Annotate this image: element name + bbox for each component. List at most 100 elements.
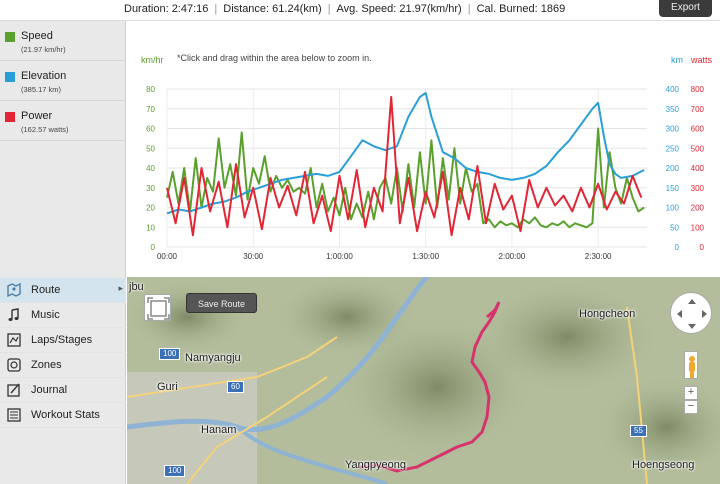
road-shield: 100 [159,348,181,360]
pan-arrows-icon [677,299,707,329]
x-tick-label: 1:00:00 [326,252,353,261]
legend-speed[interactable]: Speed (21.97 km/hr) [0,21,126,61]
route-map[interactable]: jbu Hongcheon Namyangju Guri Hanam Yangp… [127,277,720,484]
road-shield: 100 [164,465,186,477]
laps-icon [7,333,21,347]
sidebar-item-zones[interactable]: Zones [0,353,126,378]
place-label: Hoengseong [632,459,695,471]
km-tick-label: 200 [666,164,680,173]
menu-label: Route [31,284,61,296]
fullscreen-icon [147,297,170,320]
legend-elevation[interactable]: Elevation (385.17 km) [0,61,126,101]
km-tick-label: 250 [666,144,680,153]
watts-tick-label: 400 [691,164,705,173]
calories-stat: Cal. Burned: 1869 [476,3,566,15]
distance-stat: Distance: 61.24(km) [223,3,322,15]
sidebar: Speed (21.97 km/hr) Elevation (385.17 km… [0,21,126,484]
journal-icon [7,383,20,397]
watts-tick-label: 800 [691,85,705,94]
legend-power[interactable]: Power (162.57 watts) [0,101,126,141]
watts-tick-label: 0 [700,243,705,252]
watts-tick-label: 600 [691,125,705,134]
left-tick-label: 30 [146,184,155,193]
x-tick-label: 2:00:00 [499,252,526,261]
left-tick-label: 70 [146,105,155,114]
sidebar-item-route[interactable]: Route ▸ [0,278,126,303]
save-route-button[interactable]: Save Route [186,293,257,313]
x-tick-label: 2:30:00 [585,252,612,261]
km-tick-label: 50 [670,223,679,232]
legend-value: (385.17 km) [21,85,62,94]
power-swatch [5,112,15,122]
left-axis-label: km/hr [141,55,164,65]
place-label: jbu [129,281,144,293]
right-axis-label-km: km [671,55,683,65]
x-tick-label: 00:00 [157,252,178,261]
left-tick-label: 20 [146,204,155,213]
left-tick-label: 0 [151,243,156,252]
music-note-icon [8,308,19,321]
street-view-pegman[interactable] [684,351,698,379]
export-button[interactable]: Export [659,0,712,17]
watts-tick-label: 100 [691,223,705,232]
legend-name: Speed [21,30,53,42]
km-tick-label: 300 [666,125,680,134]
left-tick-label: 60 [146,125,155,134]
left-tick-label: 80 [146,85,155,94]
sidebar-item-workout-stats[interactable]: Workout Stats [0,403,126,428]
legend-value: (21.97 km/hr) [21,45,66,54]
legend-name: Elevation [21,70,67,82]
place-label: Guri [157,381,178,393]
sidebar-item-laps[interactable]: Laps/Stages [0,328,126,353]
place-label: Yangpyeong [345,459,406,471]
menu-label: Journal [31,384,68,396]
workout-summary: Duration: 2:47:16 | Distance: 61.24(km) | Av… [124,3,566,15]
left-tick-label: 40 [146,164,155,173]
left-tick-label: 50 [146,144,155,153]
road-shield: 55 [630,425,647,437]
menu-label: Workout Stats [31,409,100,421]
fullscreen-button[interactable] [144,294,171,321]
duration-stat: Duration: 2:47:16 [124,3,209,15]
sidebar-item-journal[interactable]: Journal [0,378,126,403]
summary-bar: Duration: 2:47:16 | Distance: 61.24(km) | Av… [0,0,720,21]
chart-svg[interactable]: km/hr *Click and drag within the area be… [127,21,720,277]
place-label: Namyangju [185,352,241,364]
pegman-icon [689,356,695,378]
zoom-in-button[interactable]: + [684,386,698,400]
right-axis-label-watts: watts [690,55,713,65]
x-tick-label: 1:30:00 [412,252,439,261]
km-tick-label: 0 [675,243,680,252]
pan-control[interactable] [670,292,712,334]
menu-label: Music [31,309,60,321]
x-tick-label: 30:00 [243,252,264,261]
watts-tick-label: 300 [691,184,705,193]
avg-speed-stat: Avg. Speed: 21.97(km/hr) [336,3,462,15]
zones-icon [7,358,21,372]
watts-tick-label: 700 [691,105,705,114]
km-tick-label: 150 [666,184,680,193]
workout-chart[interactable]: km/hr *Click and drag within the area be… [127,21,720,277]
zoom-out-button[interactable]: − [684,400,698,414]
sidebar-menu: Route ▸ Music Laps/Stages Zones Journal … [0,278,126,428]
km-tick-label: 100 [666,204,680,213]
menu-label: Laps/Stages [31,334,93,346]
legend-value: (162.57 watts) [21,125,69,134]
km-tick-label: 350 [666,105,680,114]
route-path [359,301,501,473]
place-label: Hongcheon [579,308,636,320]
speed-swatch [5,32,15,42]
stats-list-icon [7,408,21,422]
km-tick-label: 400 [666,85,680,94]
elevation-swatch [5,72,15,82]
watts-tick-label: 200 [691,204,705,213]
zoom-hint: *Click and drag within the area below to… [177,53,372,63]
sidebar-item-music[interactable]: Music [0,303,126,328]
series-line-power [166,95,643,237]
legend-name: Power [21,110,53,122]
watts-tick-label: 500 [691,144,705,153]
chevron-right-icon: ▸ [118,283,123,293]
road-shield: 60 [227,381,244,393]
menu-label: Zones [31,359,62,371]
route-icon [7,283,21,297]
